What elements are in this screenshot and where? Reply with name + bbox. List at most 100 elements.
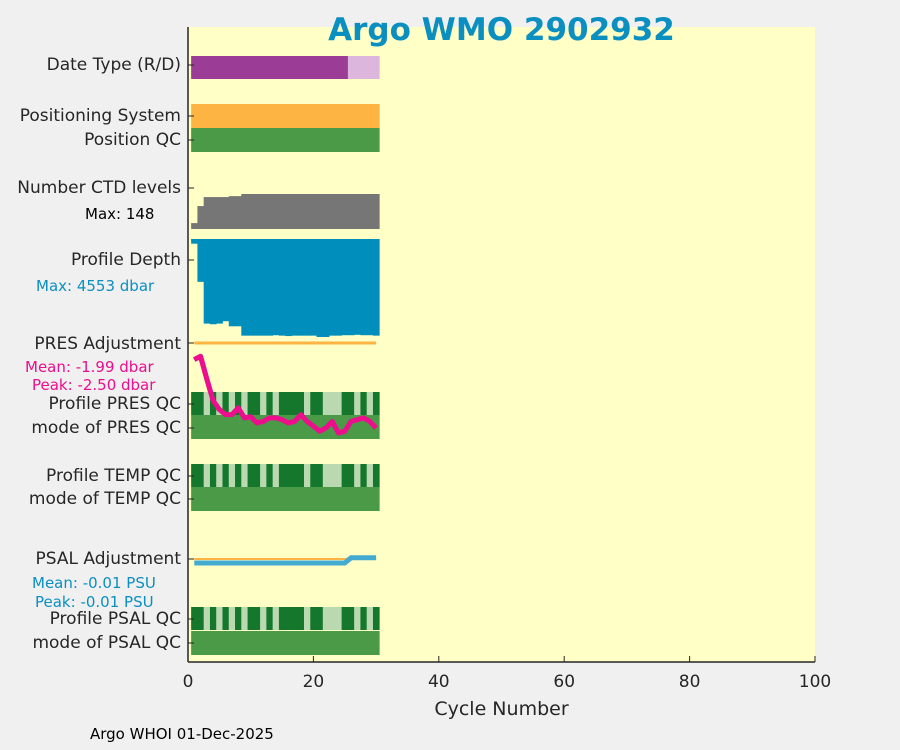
- mode-psal-qc-bar: [278, 631, 286, 655]
- profile-temp-qc-bar: [360, 464, 368, 487]
- profile-depth-bar: [209, 239, 217, 325]
- ctd-max-text: Max: 148: [85, 205, 155, 223]
- date-type-bar: [235, 56, 242, 79]
- profile-temp-qc-bar: [335, 464, 343, 487]
- mode-temp-qc-bar: [316, 487, 324, 511]
- profile-psal-qc-bar: [272, 607, 280, 630]
- positioning-system-bar: [235, 104, 242, 128]
- ctd-levels-bar: [253, 194, 261, 229]
- profile-pres-qc-bar: [335, 392, 343, 415]
- position-qc-bar: [329, 128, 336, 152]
- mode-psal-qc-bar: [216, 631, 223, 655]
- profile-pres-qc-bar: [285, 392, 292, 415]
- mode-pres-qc-bar: [235, 415, 242, 439]
- mode-temp-qc-bar: [366, 487, 374, 511]
- mode-psal-qc-bar: [341, 631, 349, 655]
- psal-mean-text: Mean: -0.01 PSU: [32, 574, 156, 592]
- positioning-system-bar: [197, 104, 205, 128]
- profile-depth-bar: [335, 239, 343, 336]
- mode-temp-qc-bar: [335, 487, 343, 511]
- profile-psal-qc-bar: [228, 607, 236, 630]
- depth-max-text: Max: 4553 dbar: [36, 277, 155, 295]
- profile-pres-qc-bar: [303, 392, 311, 415]
- mode-psal-qc-bar: [297, 631, 305, 655]
- mode-temp-qc-bar: [272, 487, 280, 511]
- profile-pres-qc-bar: [297, 392, 305, 415]
- date-type-bar: [197, 56, 205, 79]
- mode-pres-qc-bar: [191, 415, 198, 439]
- profile-pres-qc-bar: [197, 392, 205, 415]
- profile-pres-qc-bar: [310, 392, 317, 415]
- mode-temp-qc-bar: [341, 487, 349, 511]
- profile-temp-qc-bar: [209, 464, 217, 487]
- profile-psal-qc-bar: [253, 607, 261, 630]
- profile-psal-qc-bar: [366, 607, 374, 630]
- profile-psal-qc-bar: [247, 607, 255, 630]
- profile-temp-qc-bar: [372, 464, 380, 487]
- position-qc-bar: [253, 128, 261, 152]
- date-type-bar: [228, 56, 236, 79]
- ctd-levels-bar: [347, 194, 355, 229]
- position-qc-bar: [228, 128, 236, 152]
- position-qc-bar: [260, 128, 267, 152]
- mode-psal-qc-bar: [222, 631, 230, 655]
- mode-temp-qc-bar: [347, 487, 355, 511]
- mode-temp-qc-bar: [266, 487, 274, 511]
- profile-temp-qc-bar: [341, 464, 349, 487]
- mode-psal-qc-bar: [260, 631, 267, 655]
- positioning-system-bar: [247, 104, 255, 128]
- profile-depth-bar: [347, 239, 355, 336]
- position-qc-bar: [235, 128, 242, 152]
- mode-psal-qc-bar: [272, 631, 280, 655]
- profile-pres-qc-bar: [272, 392, 280, 415]
- positioning-system-bar: [322, 104, 330, 128]
- mode-pres-qc-bar: [260, 415, 267, 439]
- date-type-bar: [209, 56, 217, 79]
- psal-adjustment-line: [194, 555, 377, 566]
- label-profile-depth: Profile Depth: [70, 250, 181, 270]
- profile-depth-bar: [253, 239, 261, 336]
- ctd-levels-bar: [285, 194, 292, 229]
- profile-temp-qc-bar: [272, 464, 280, 487]
- profile-psal-qc-bar: [316, 607, 324, 630]
- profile-temp-qc-bar: [278, 464, 286, 487]
- profile-depth-bar: [216, 239, 223, 324]
- date-type-bar: [222, 56, 230, 79]
- ctd-levels-bar: [335, 194, 343, 229]
- ctd-levels-bar: [216, 197, 223, 229]
- profile-depth-bar: [191, 239, 198, 244]
- x-axis-label: Cycle Number: [434, 698, 569, 720]
- label-psal-adjustment: PSAL Adjustment: [35, 549, 181, 569]
- label-date-type: Date Type (R/D): [46, 55, 181, 75]
- mode-temp-qc-bar: [260, 487, 267, 511]
- profile-temp-qc-bar: [235, 464, 242, 487]
- ctd-levels-bar: [291, 194, 299, 229]
- position-qc-bar: [278, 128, 286, 152]
- label-mode-pres-qc: mode of PRES QC: [31, 418, 181, 438]
- profile-depth-bar: [278, 239, 286, 336]
- profile-pres-qc-bar: [266, 392, 274, 415]
- date-type-bar: [303, 56, 311, 79]
- profile-temp-qc-bar: [222, 464, 230, 487]
- position-qc-bar: [303, 128, 311, 152]
- label-profile-pres-qc: Profile PRES QC: [48, 394, 181, 414]
- profile-depth-bar: [297, 239, 305, 336]
- mode-pres-qc-bar: [354, 415, 361, 439]
- mode-pres-qc-bar: [303, 415, 311, 439]
- profile-pres-qc-bar: [260, 392, 267, 415]
- date-type-bar: [241, 56, 248, 79]
- mode-pres-qc-bar: [222, 415, 230, 439]
- profile-depth-bar: [303, 239, 311, 336]
- mode-temp-qc-bar: [203, 487, 211, 511]
- profile-psal-qc-bar: [216, 607, 223, 630]
- mode-temp-qc-bar: [360, 487, 368, 511]
- x-tick-label: 80: [679, 672, 701, 692]
- positioning-system-bar: [228, 104, 236, 128]
- mode-pres-qc-bar: [241, 415, 248, 439]
- x-tick-label: 60: [553, 672, 575, 692]
- profile-depth-bar: [291, 239, 299, 336]
- position-qc-bar: [354, 128, 361, 152]
- mode-temp-qc-bar: [310, 487, 317, 511]
- profile-depth-bar: [360, 239, 368, 336]
- mode-pres-qc-bar: [335, 415, 343, 439]
